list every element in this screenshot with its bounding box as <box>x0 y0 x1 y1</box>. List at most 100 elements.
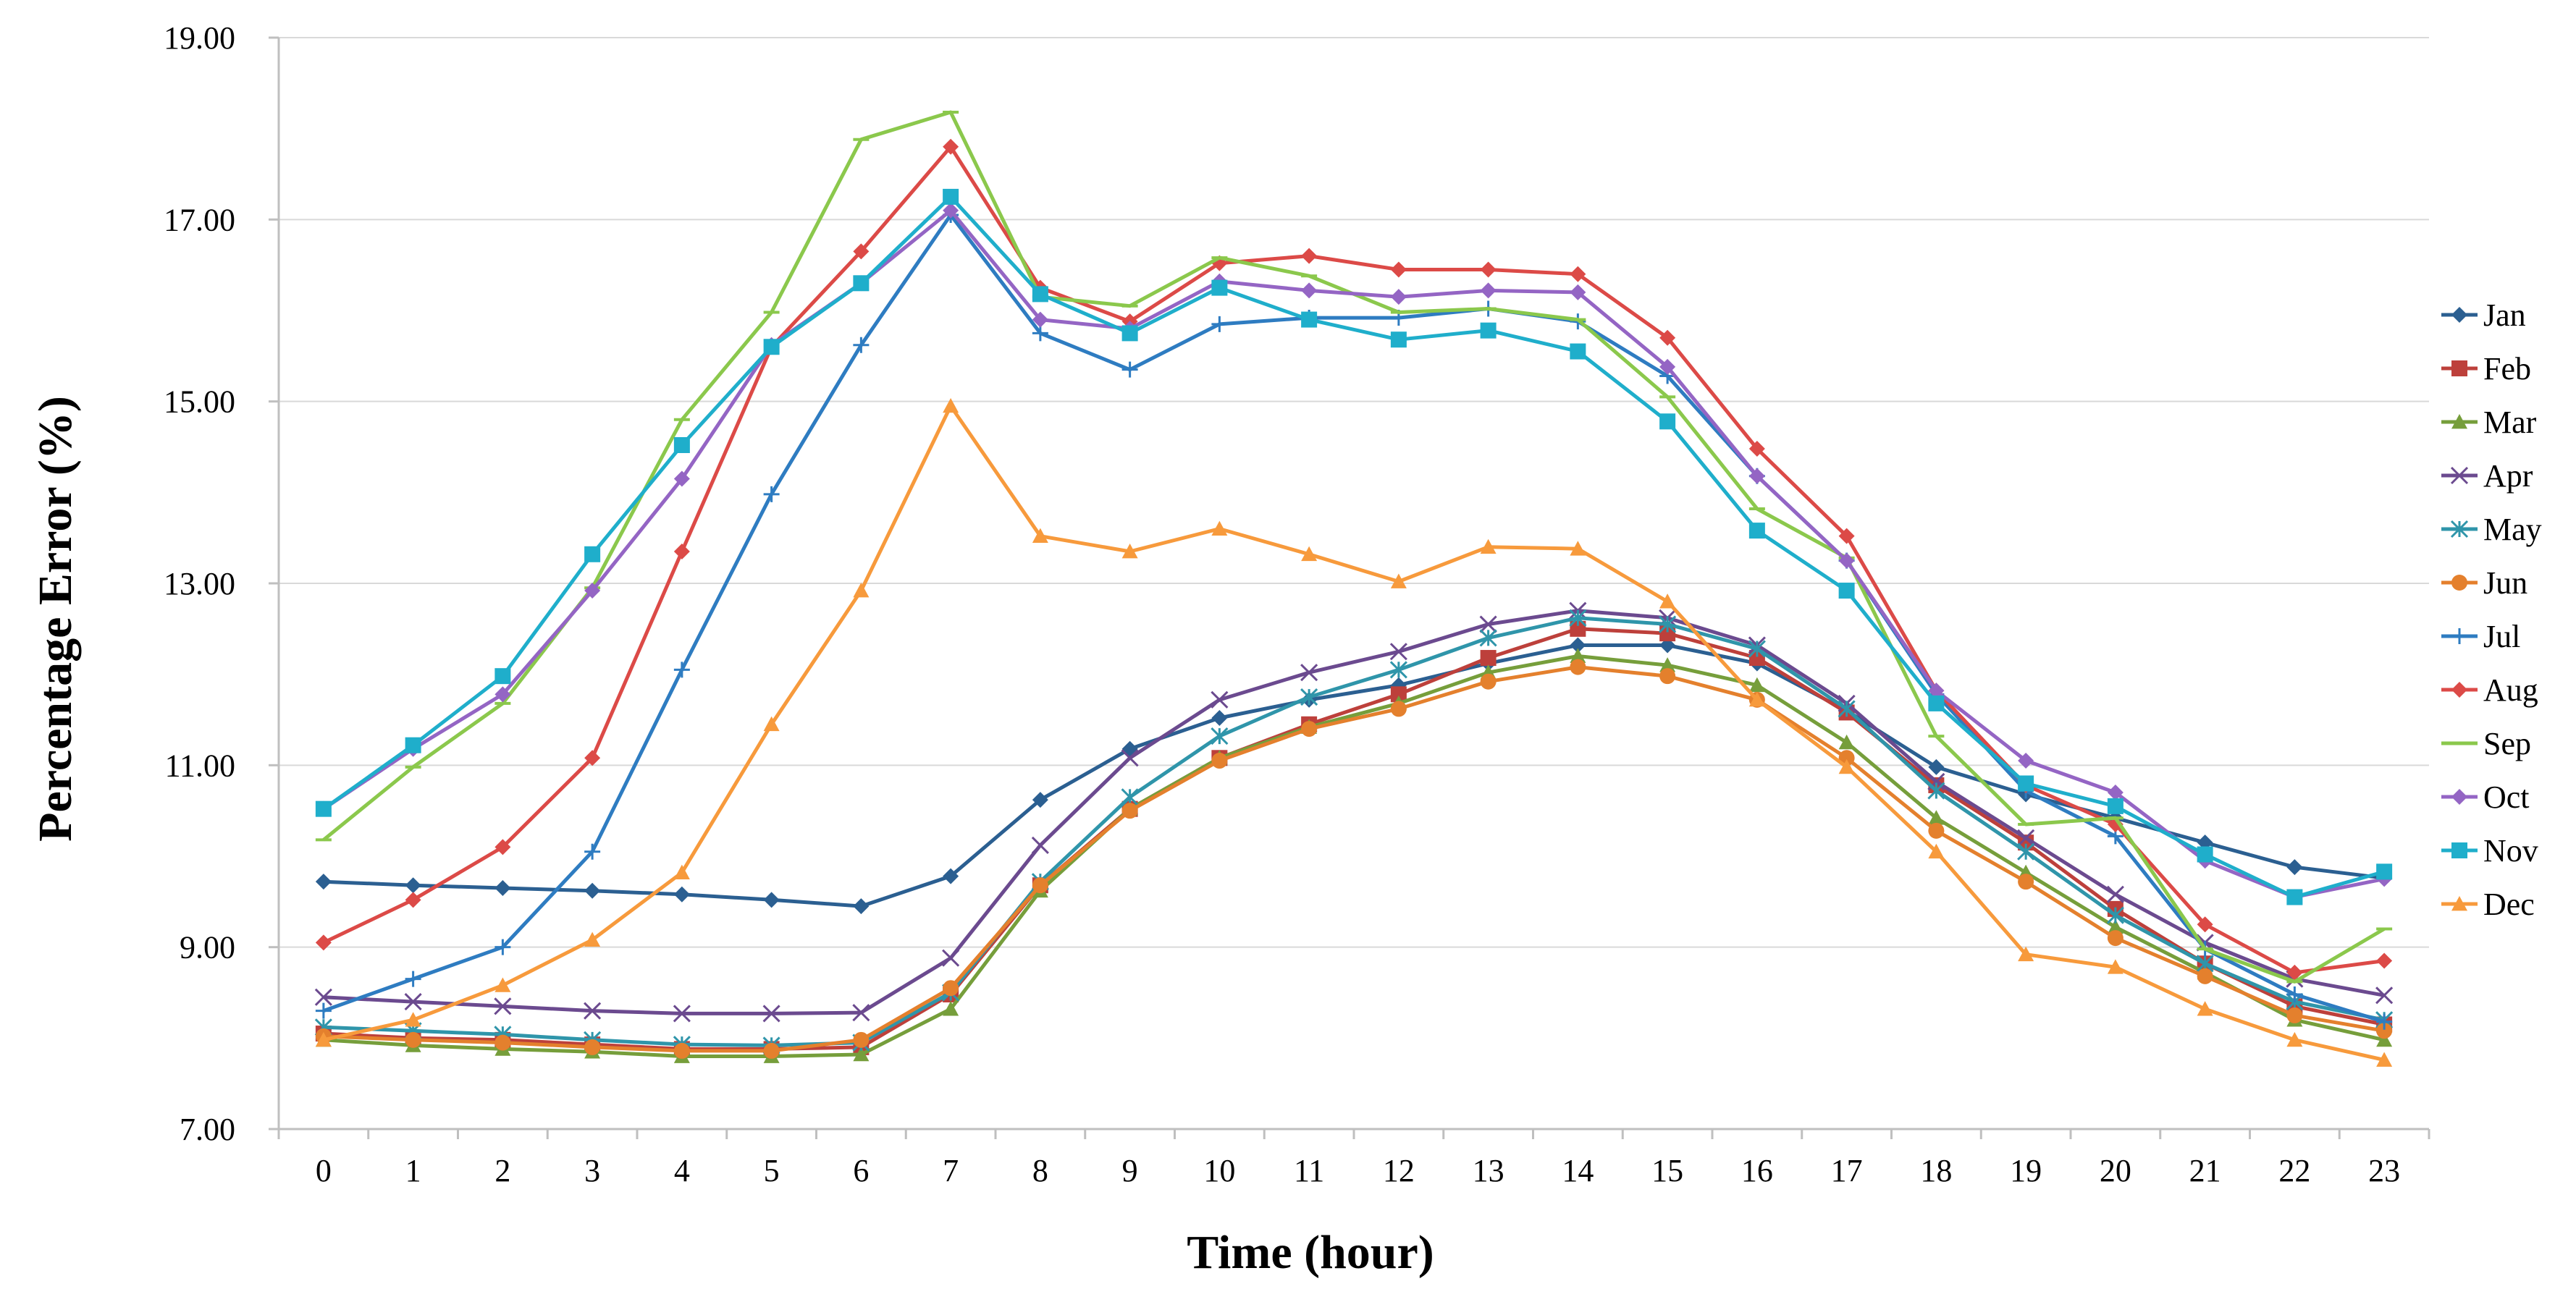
data-point-jun <box>405 1031 421 1048</box>
data-point-jun <box>1121 803 1138 819</box>
data-point-jun <box>2286 1007 2303 1023</box>
data-point-apr <box>314 988 332 1006</box>
data-point-may <box>1389 661 1407 679</box>
data-point-jun <box>853 1031 870 1048</box>
data-point-oct <box>1928 682 1945 699</box>
data-point-jan <box>405 877 421 894</box>
data-point-dec <box>2018 946 2034 962</box>
x-tick-label: 4 <box>674 1153 690 1188</box>
x-tick-label: 12 <box>1383 1153 1415 1188</box>
data-point-nov <box>1480 322 1497 339</box>
data-point-aug <box>1659 329 1676 346</box>
legend-label: Dec <box>2483 887 2535 922</box>
data-point-nov <box>943 188 959 205</box>
data-point-mar <box>2107 919 2123 934</box>
data-point-apr <box>2106 885 2124 903</box>
data-point-jul <box>315 1002 332 1019</box>
data-point-jun <box>494 1034 511 1051</box>
legend-item-apr: Apr <box>2441 458 2533 494</box>
data-point-oct <box>673 470 690 487</box>
data-point-nov <box>2018 775 2034 792</box>
x-tick-label: 1 <box>405 1153 421 1188</box>
legend-item-oct: Oct <box>2441 779 2530 815</box>
x-tick-label: 13 <box>1473 1153 1504 1188</box>
y-tick-label: 9.00 <box>180 930 235 965</box>
data-point-dec <box>1390 573 1407 588</box>
legend-label: Jul <box>2483 619 2520 654</box>
data-point-nov <box>315 800 332 817</box>
data-point-dec <box>763 716 780 732</box>
data-point-nov <box>1928 695 1945 711</box>
data-point-nov <box>494 668 511 685</box>
legend: Jan Feb Mar Apr May Jun Jul Aug Sep Oct Nov Dec <box>2441 297 2542 922</box>
x-tick-label: 8 <box>1032 1153 1048 1188</box>
data-point-nov <box>1659 413 1676 430</box>
data-point-nov <box>1570 343 1586 360</box>
data-point-nov <box>1838 583 1855 599</box>
data-point-nov <box>1211 279 1228 296</box>
data-point-jan <box>1570 637 1586 654</box>
data-point-aug <box>494 839 511 855</box>
data-point-may <box>1479 629 1497 647</box>
data-point-dec <box>1838 758 1855 774</box>
data-point-jul <box>1121 361 1138 378</box>
y-tick-label: 17.00 <box>164 202 235 237</box>
data-point-nov <box>1121 325 1138 342</box>
data-point-jun <box>2376 1023 2393 1039</box>
x-tick-label: 19 <box>2010 1153 2042 1188</box>
legend-label: Jan <box>2483 297 2526 333</box>
legend-item-jan: Jan <box>2441 297 2526 333</box>
data-point-jul <box>763 486 780 502</box>
data-point-jun <box>1480 673 1497 690</box>
data-point-jun <box>1570 659 1586 675</box>
data-point-dec <box>1301 546 1318 562</box>
data-point-nov <box>405 737 421 753</box>
data-point-may <box>1748 640 1766 658</box>
legend-marker <box>2450 466 2469 485</box>
x-tick-label: 3 <box>584 1153 600 1188</box>
data-point-dec <box>405 1012 421 1027</box>
data-point-dec <box>494 977 511 992</box>
data-point-mar <box>1838 734 1855 750</box>
legend-marker <box>2451 414 2467 429</box>
data-point-aug <box>1390 261 1407 278</box>
data-point-jun <box>584 1039 601 1055</box>
data-point-dec <box>673 864 690 879</box>
data-point-oct <box>1390 289 1407 305</box>
series-line-apr <box>323 609 2385 1015</box>
data-point-apr <box>2017 829 2035 847</box>
data-point-aug <box>1570 266 1586 282</box>
data-point-feb <box>1480 650 1497 667</box>
data-point-jan <box>1928 758 1945 775</box>
legend-label: Sep <box>2483 726 2531 761</box>
data-point-dec <box>1032 528 1048 544</box>
data-point-jun <box>1301 721 1318 738</box>
data-point-jun <box>763 1042 780 1059</box>
series-line-jun <box>323 665 2385 1053</box>
data-point-aug <box>673 544 690 560</box>
data-point-nov <box>584 546 601 562</box>
data-point-nov <box>763 339 780 355</box>
data-point-apr <box>1300 664 1318 682</box>
data-point-nov <box>1390 331 1407 348</box>
data-point-may <box>1211 727 1229 745</box>
data-point-aug <box>2107 816 2123 833</box>
data-point-jan <box>494 879 511 896</box>
data-point-aug <box>1301 248 1318 264</box>
series-feb <box>315 620 2393 1057</box>
data-point-apr <box>1479 615 1497 633</box>
data-point-dec <box>2286 1031 2303 1047</box>
data-point-mar <box>1659 657 1676 672</box>
legend-label: Nov <box>2483 833 2538 869</box>
data-point-may <box>2106 906 2124 924</box>
gridlines <box>279 37 2429 948</box>
legend-marker <box>2451 896 2467 911</box>
legend-item-nov: Nov <box>2441 833 2538 869</box>
data-point-aug <box>2286 964 2303 981</box>
series-oct <box>315 202 2393 905</box>
data-point-jan <box>2286 859 2303 876</box>
data-point-dec <box>315 1031 332 1047</box>
data-point-may <box>1659 615 1677 633</box>
legend-item-sep: Sep <box>2441 726 2531 761</box>
data-point-nov <box>673 436 690 453</box>
